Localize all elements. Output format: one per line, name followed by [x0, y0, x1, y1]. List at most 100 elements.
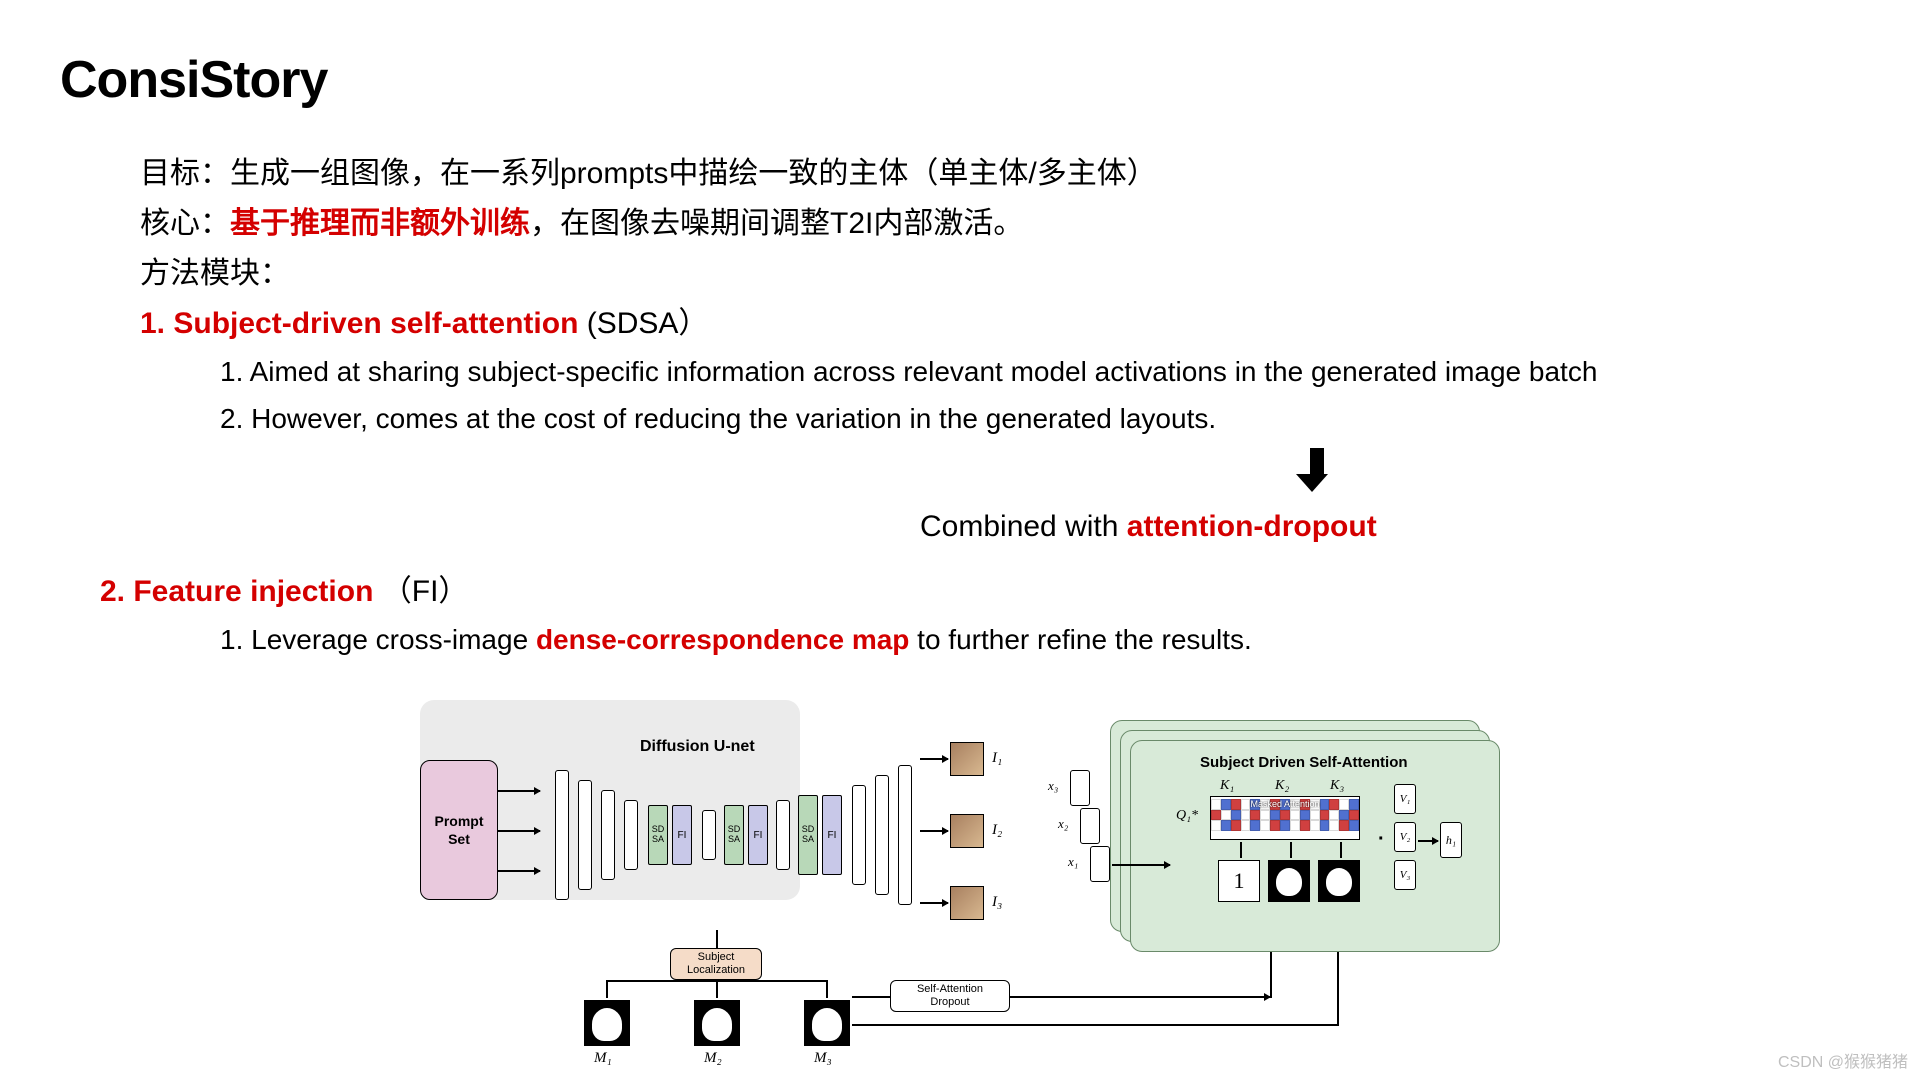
- mask-image: [804, 1000, 850, 1046]
- v-block: V₃: [1394, 860, 1416, 890]
- mask-image: [584, 1000, 630, 1046]
- section2-item-suffix: to further refine the results.: [909, 624, 1251, 655]
- down-arrow-icon: [1305, 448, 1328, 492]
- v-block: V₂: [1394, 822, 1416, 852]
- section1-item2: 2. However, comes at the cost of reducin…: [220, 397, 1860, 442]
- connector: [852, 996, 890, 998]
- combined-text: Combined with attention-dropout: [920, 503, 1377, 551]
- unet-layer: [776, 800, 790, 870]
- k-label: K₁: [1220, 778, 1234, 794]
- q-label: Q₁*: [1176, 808, 1198, 824]
- fi-block: FI: [672, 805, 692, 865]
- connector: [716, 930, 718, 948]
- unet-layer: [601, 790, 615, 880]
- k-label: K₂: [1275, 778, 1289, 794]
- dot-operator: ·: [1378, 828, 1385, 851]
- section2-items: 1. Leverage cross-image dense-correspond…: [140, 618, 1860, 663]
- connector: [852, 1024, 1338, 1026]
- small-mask: [1318, 860, 1360, 902]
- sdsa-block: SD SA: [648, 805, 668, 865]
- arrow: [920, 902, 948, 904]
- x-input: [1090, 846, 1110, 882]
- sa-dropout-box: Self-Attention Dropout: [890, 980, 1010, 1012]
- unet-layer: [555, 770, 569, 900]
- section2-item1: 1. Leverage cross-image dense-correspond…: [220, 618, 1860, 663]
- i-label: I₃: [992, 894, 1002, 911]
- output-image: [950, 886, 984, 920]
- connector: [606, 980, 608, 998]
- connector: [606, 980, 828, 982]
- arrow: [920, 830, 948, 832]
- unet-layer: [702, 810, 716, 860]
- m-label: M₃: [814, 1050, 832, 1067]
- section2-heading: 2. Feature injection （FI）: [100, 568, 1860, 616]
- connector: [1340, 842, 1342, 858]
- core-line: 核心：基于推理而非额外训练，在图像去噪期间调整T2I内部激活。: [140, 200, 1860, 248]
- connector: [716, 980, 718, 998]
- combined-red: attention-dropout: [1127, 510, 1377, 543]
- x-input: [1070, 770, 1090, 806]
- x-label: x₃: [1048, 778, 1058, 794]
- masked-attention-grid: Masked Attention: [1210, 796, 1360, 840]
- v-block: V₁: [1394, 784, 1416, 814]
- fi-block: FI: [822, 795, 842, 875]
- method-label: 方法模块：: [140, 250, 1860, 298]
- connector: [1290, 842, 1292, 858]
- fi-block: FI: [748, 805, 768, 865]
- subject-localization-box: Subject Localization: [670, 948, 762, 980]
- prompt-set-label: Prompt Set: [435, 812, 484, 848]
- watermark: CSDN @猴猴猪猪: [1778, 1048, 1908, 1072]
- arrow: [1112, 864, 1170, 866]
- section1-title: Subject-driven self-attention: [173, 307, 578, 340]
- goal-text: 生成一组图像，在一系列prompts中描绘一致的主体（单主体/多主体）: [230, 157, 1157, 190]
- section2-suffix: （FI）: [373, 575, 468, 608]
- sdsa-block: SD SA: [798, 795, 818, 875]
- unet-layer: [624, 800, 638, 870]
- arrow: [498, 870, 540, 872]
- m-label: M₁: [594, 1050, 612, 1067]
- i-label: I₁: [992, 750, 1002, 767]
- small-mask: [1268, 860, 1310, 902]
- masked-attn-label: Masked Attention: [1211, 799, 1359, 809]
- x-label: x₁: [1068, 854, 1078, 870]
- unet-layer: [898, 765, 912, 905]
- sdsa-block: SD SA: [724, 805, 744, 865]
- content-body: 目标：生成一组图像，在一系列prompts中描绘一致的主体（单主体/多主体） 核…: [60, 150, 1860, 662]
- one-box: 1: [1218, 860, 1260, 902]
- unet-title: Diffusion U-net: [640, 738, 755, 756]
- connector: [826, 980, 828, 998]
- goal-label: 目标：: [140, 157, 230, 190]
- core-red: 基于推理而非额外训练: [230, 207, 530, 240]
- slide: ConsiStory 目标：生成一组图像，在一系列prompts中描绘一致的主体…: [0, 0, 1920, 684]
- section1-suffix: (SDSA）: [578, 307, 708, 340]
- arrow: [920, 758, 948, 760]
- connector: [1240, 842, 1242, 858]
- goal-line: 目标：生成一组图像，在一系列prompts中描绘一致的主体（单主体/多主体）: [140, 150, 1860, 198]
- arrow-block: Combined with attention-dropout: [140, 448, 1860, 558]
- m-label: M₂: [704, 1050, 722, 1067]
- unet-layer: [578, 780, 592, 890]
- section1-heading: 1. Subject-driven self-attention (SDSA）: [140, 300, 1860, 348]
- core-label: 核心：: [140, 207, 230, 240]
- combined-prefix: Combined with: [920, 510, 1127, 543]
- output-image: [950, 742, 984, 776]
- i-label: I₂: [992, 822, 1002, 839]
- section1-num: 1.: [140, 307, 173, 340]
- x-input: [1080, 808, 1100, 844]
- section2-item-prefix: 1. Leverage cross-image: [220, 624, 536, 655]
- arrow: [1010, 996, 1270, 998]
- output-image: [950, 814, 984, 848]
- section2-num: 2.: [100, 575, 133, 608]
- h-output: h₁: [1440, 822, 1462, 858]
- arrow: [498, 830, 540, 832]
- prompt-set-box: Prompt Set: [420, 760, 498, 900]
- mask-image: [694, 1000, 740, 1046]
- arrow: [498, 790, 540, 792]
- section2-title: Feature injection: [133, 575, 373, 608]
- section1-items: 1. Aimed at sharing subject-specific inf…: [140, 350, 1860, 442]
- k-label: K₃: [1330, 778, 1344, 794]
- sdsa-panel-title: Subject Driven Self-Attention: [1200, 754, 1408, 771]
- arrow: [1418, 840, 1438, 842]
- unet-layer: [875, 775, 889, 895]
- section1-item1: 1. Aimed at sharing subject-specific inf…: [220, 350, 1860, 395]
